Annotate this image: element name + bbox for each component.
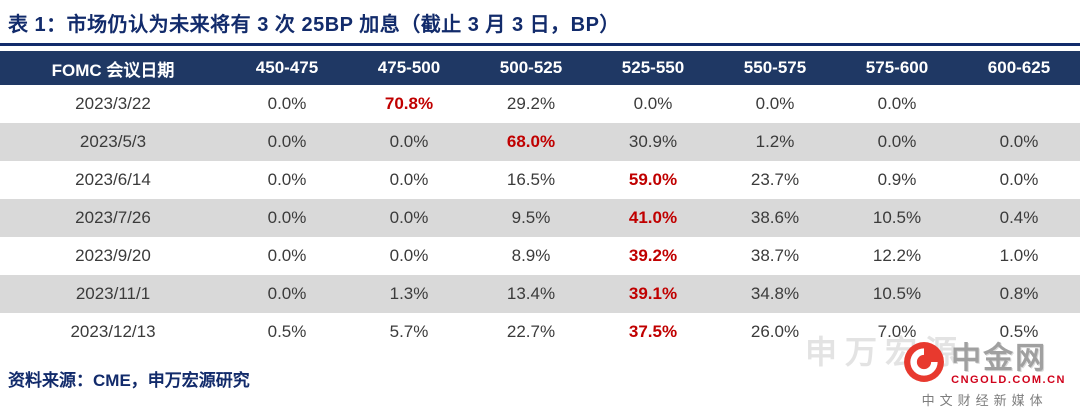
probability-cell: 30.9%: [592, 123, 714, 161]
probability-cell: 0.0%: [877, 94, 917, 113]
probability-cell: 10.5%: [836, 275, 958, 313]
probability-cell: 0.0%: [348, 199, 470, 237]
probability-cell: 0.0%: [999, 170, 1039, 189]
cngold-logo-icon: [903, 341, 945, 388]
cngold-watermark: 中金网 CNGOLD.COM.CN 中文财经新媒体: [903, 341, 1066, 409]
meeting-date-cell: 2023/7/26: [0, 199, 226, 237]
cngold-watermark-top: 中金网 CNGOLD.COM.CN: [903, 341, 1066, 388]
probability-cell: 1.2%: [714, 123, 836, 161]
probability-cell: 0.0%: [389, 170, 429, 189]
meeting-date-cell: 2023/9/20: [75, 246, 151, 265]
table-row: 2023/3/22 0.0% 70.8% 29.2% 0.0% 0.0% 0.0%: [0, 85, 1080, 123]
table-header-row: FOMC 会议日期 450-475 475-500 500-525 525-550 550…: [0, 51, 1080, 85]
probability-cell: 38.6%: [714, 199, 836, 237]
header-cell-rate-range: 525-550: [592, 51, 714, 85]
probability-cell: 16.5%: [506, 170, 556, 189]
probability-cell: 0.0%: [633, 94, 673, 113]
table-row: 2023/12/13 0.5% 5.7% 22.7% 37.5% 26.0% 7.0% 0.5…: [0, 313, 1080, 351]
probability-cell-highest: 39.1%: [592, 275, 714, 313]
probability-cell: 0.0%: [226, 199, 348, 237]
cngold-brand-block: 中金网 CNGOLD.COM.CN: [951, 343, 1066, 387]
fomc-probability-table: FOMC 会议日期 450-475 475-500 500-525 525-550 550…: [0, 51, 1080, 351]
probability-cell: 34.8%: [714, 275, 836, 313]
header-cell-rate-range: 450-475: [226, 51, 348, 85]
probability-cell: 0.0%: [226, 123, 348, 161]
table-row: 2023/6/14 0.0% 0.0% 16.5% 59.0% 23.7% 0.9% 0.0%: [0, 161, 1080, 199]
cngold-tagline: 中文财经新媒体: [921, 393, 1048, 408]
probability-cell-highest: 59.0%: [628, 170, 678, 189]
probability-cell: 0.5%: [999, 322, 1039, 341]
probability-cell: 0.0%: [755, 94, 795, 113]
probability-cell: 5.7%: [389, 322, 429, 341]
meeting-date-cell: 2023/11/1: [0, 275, 226, 313]
cngold-url: CNGOLD.COM.CN: [951, 374, 1066, 387]
table-title: 表 1：市场仍认为未来将有 3 次 25BP 加息（截止 3 月 3 日，BP）: [8, 14, 620, 36]
probability-cell: 23.7%: [750, 170, 800, 189]
probability-cell: 12.2%: [872, 246, 922, 265]
probability-cell: 0.9%: [877, 170, 917, 189]
probability-cell: 7.0%: [877, 322, 917, 341]
probability-cell: 9.5%: [470, 199, 592, 237]
probability-cell: 0.4%: [958, 199, 1080, 237]
probability-cell: 22.7%: [506, 322, 556, 341]
probability-cell: [958, 85, 1080, 123]
meeting-date-cell: 2023/3/22: [75, 94, 151, 113]
title-underline: [0, 43, 1080, 46]
header-cell-rate-range: 475-500: [348, 51, 470, 85]
probability-cell-highest: 68.0%: [470, 123, 592, 161]
cngold-brand-name: 中金网: [951, 341, 1048, 375]
probability-cell: 0.0%: [348, 123, 470, 161]
probability-cell-highest: 70.8%: [384, 94, 434, 113]
probability-cell: 10.5%: [836, 199, 958, 237]
probability-cell: 0.0%: [267, 246, 307, 265]
meeting-date-cell: 2023/12/13: [70, 322, 156, 341]
probability-cell: 1.0%: [999, 246, 1039, 265]
header-cell-rate-range: 575-600: [836, 51, 958, 85]
meeting-date-cell: 2023/5/3: [0, 123, 226, 161]
probability-cell: 0.8%: [958, 275, 1080, 313]
probability-cell: 0.0%: [267, 170, 307, 189]
table-row: 2023/5/3 0.0% 0.0% 68.0% 30.9% 1.2% 0.0% 0.0%: [0, 123, 1080, 161]
table-row: 2023/9/20 0.0% 0.0% 8.9% 39.2% 38.7% 12.2% 1.0%: [0, 237, 1080, 275]
probability-cell-highest: 39.2%: [628, 246, 678, 265]
probability-cell: 0.0%: [958, 123, 1080, 161]
probability-cell: 0.0%: [836, 123, 958, 161]
header-cell-meeting-date: FOMC 会议日期: [0, 51, 226, 85]
header-cell-rate-range: 550-575: [714, 51, 836, 85]
probability-cell: 13.4%: [470, 275, 592, 313]
source-note: 资料来源：CME，申万宏源研究: [8, 371, 250, 390]
header-cell-rate-range: 500-525: [470, 51, 592, 85]
table-row: 2023/7/26 0.0% 0.0% 9.5% 41.0% 38.6% 10.5% 0.4%: [0, 199, 1080, 237]
probability-cell-highest: 41.0%: [592, 199, 714, 237]
table-row: 2023/11/1 0.0% 1.3% 13.4% 39.1% 34.8% 10.5% 0.8…: [0, 275, 1080, 313]
meeting-date-cell: 2023/6/14: [75, 170, 151, 189]
probability-cell: 1.3%: [348, 275, 470, 313]
probability-cell: 38.7%: [750, 246, 800, 265]
header-cell-rate-range: 600-625: [958, 51, 1080, 85]
probability-cell: 0.0%: [226, 275, 348, 313]
probability-cell: 0.0%: [267, 94, 307, 113]
probability-cell: 8.9%: [511, 246, 551, 265]
probability-cell-highest: 37.5%: [628, 322, 678, 341]
probability-cell: 0.0%: [389, 246, 429, 265]
probability-cell: 26.0%: [750, 322, 800, 341]
probability-cell: 29.2%: [506, 94, 556, 113]
probability-cell: 0.5%: [267, 322, 307, 341]
